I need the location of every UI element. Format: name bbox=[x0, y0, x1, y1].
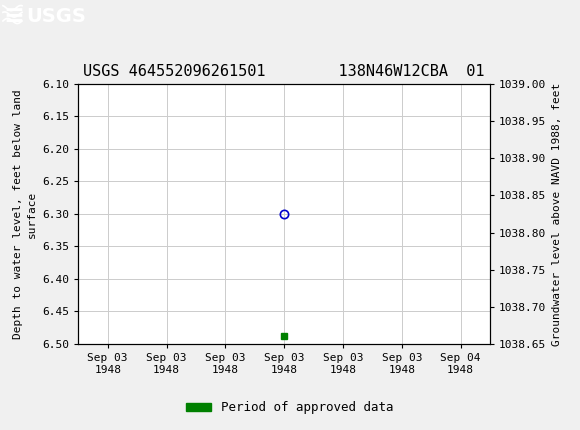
Title: USGS 464552096261501        138N46W12CBA  01: USGS 464552096261501 138N46W12CBA 01 bbox=[84, 64, 485, 79]
Y-axis label: Depth to water level, feet below land
surface: Depth to water level, feet below land su… bbox=[13, 89, 37, 339]
Legend: Period of approved data: Period of approved data bbox=[181, 396, 399, 419]
Text: ≡: ≡ bbox=[3, 4, 24, 28]
Text: USGS: USGS bbox=[26, 6, 86, 26]
Y-axis label: Groundwater level above NAVD 1988, feet: Groundwater level above NAVD 1988, feet bbox=[552, 82, 562, 346]
